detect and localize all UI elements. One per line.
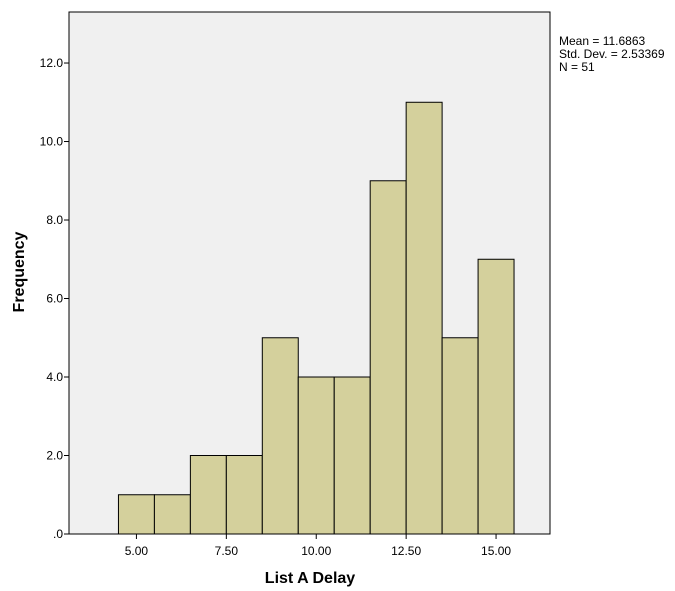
histogram-bar-0 xyxy=(117,494,155,535)
x-tick-label-4: 15.00 xyxy=(481,544,511,558)
x-tick-label-2: 10.00 xyxy=(301,544,331,558)
histogram-bar-8 xyxy=(405,101,443,535)
histogram-bar-9 xyxy=(441,337,479,535)
n-stat: N = 51 xyxy=(559,60,595,74)
y-axis: .0 2.0 4.0 6.0 8.0 10.0 12.0 xyxy=(40,56,69,541)
histogram-bar-2 xyxy=(189,455,227,535)
histogram-bar-6 xyxy=(333,376,371,535)
x-tick-label-3: 12.50 xyxy=(391,544,421,558)
bars-group xyxy=(117,101,515,535)
histogram-bar-10 xyxy=(477,258,515,535)
histogram-bar-7 xyxy=(369,180,407,535)
y-tick-label-5: 10.0 xyxy=(40,135,64,149)
statistics-legend: Mean = 11.6863 Std. Dev. = 2.53369 N = 5… xyxy=(559,35,665,74)
y-tick-label-3: 6.0 xyxy=(46,292,63,306)
x-axis-title: List A Delay xyxy=(265,570,356,587)
x-tick-label-1: 7.50 xyxy=(215,544,239,558)
y-tick-label-1: 2.0 xyxy=(46,449,63,463)
y-tick-label-4: 8.0 xyxy=(46,213,63,227)
mean-stat: Mean = 11.6863 xyxy=(559,34,646,48)
histogram-bar-3 xyxy=(225,455,263,535)
y-axis-title: Frequency xyxy=(11,231,28,312)
histogram-bar-1 xyxy=(153,494,191,535)
y-tick-label-0: .0 xyxy=(53,527,63,541)
std-dev-stat: Std. Dev. = 2.53369 xyxy=(559,47,665,61)
histogram-bar-4 xyxy=(261,337,299,535)
x-axis: 5.00 7.50 10.00 12.50 15.00 xyxy=(125,534,511,558)
y-tick-label-2: 4.0 xyxy=(46,370,63,384)
histogram-bar-5 xyxy=(297,376,335,535)
y-tick-label-6: 12.0 xyxy=(40,56,64,70)
x-tick-label-0: 5.00 xyxy=(125,544,149,558)
